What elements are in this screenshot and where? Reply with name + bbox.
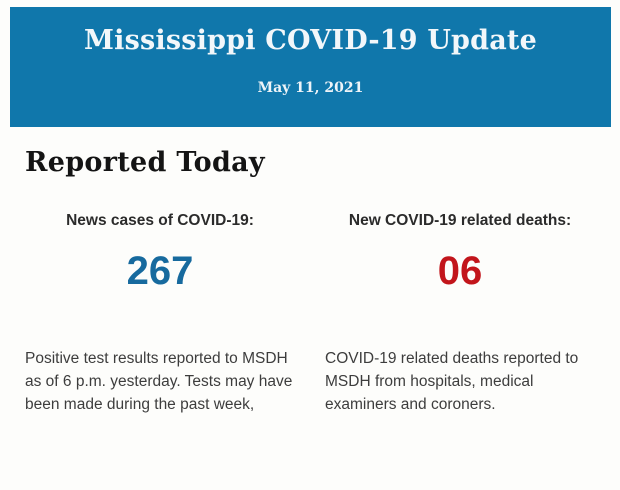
content-area: Reported Today News cases of COVID-19: 2…	[0, 146, 620, 416]
section-title: Reported Today	[25, 147, 265, 178]
deaths-description: COVID-19 related deaths reported to MSDH…	[325, 350, 579, 413]
deaths-label: New COVID-19 related deaths:	[348, 212, 572, 229]
cases-label: News cases of COVID-19:	[66, 212, 254, 229]
cases-value: 267	[126, 249, 194, 293]
cases-column: News cases of COVID-19: 267 Positive tes…	[10, 180, 310, 416]
deaths-value: 06	[437, 249, 483, 293]
deaths-column: New COVID-19 related deaths: 06 COVID-19…	[310, 180, 610, 416]
newsletter-title: Mississippi COVID-19 Update	[84, 25, 537, 56]
header-banner: Mississippi COVID-19 Update May 11, 2021	[10, 7, 611, 127]
stats-columns: News cases of COVID-19: 267 Positive tes…	[10, 180, 610, 416]
newsletter-date: May 11, 2021	[257, 80, 364, 96]
cases-description: Positive test results reported to MSDH a…	[25, 350, 293, 413]
